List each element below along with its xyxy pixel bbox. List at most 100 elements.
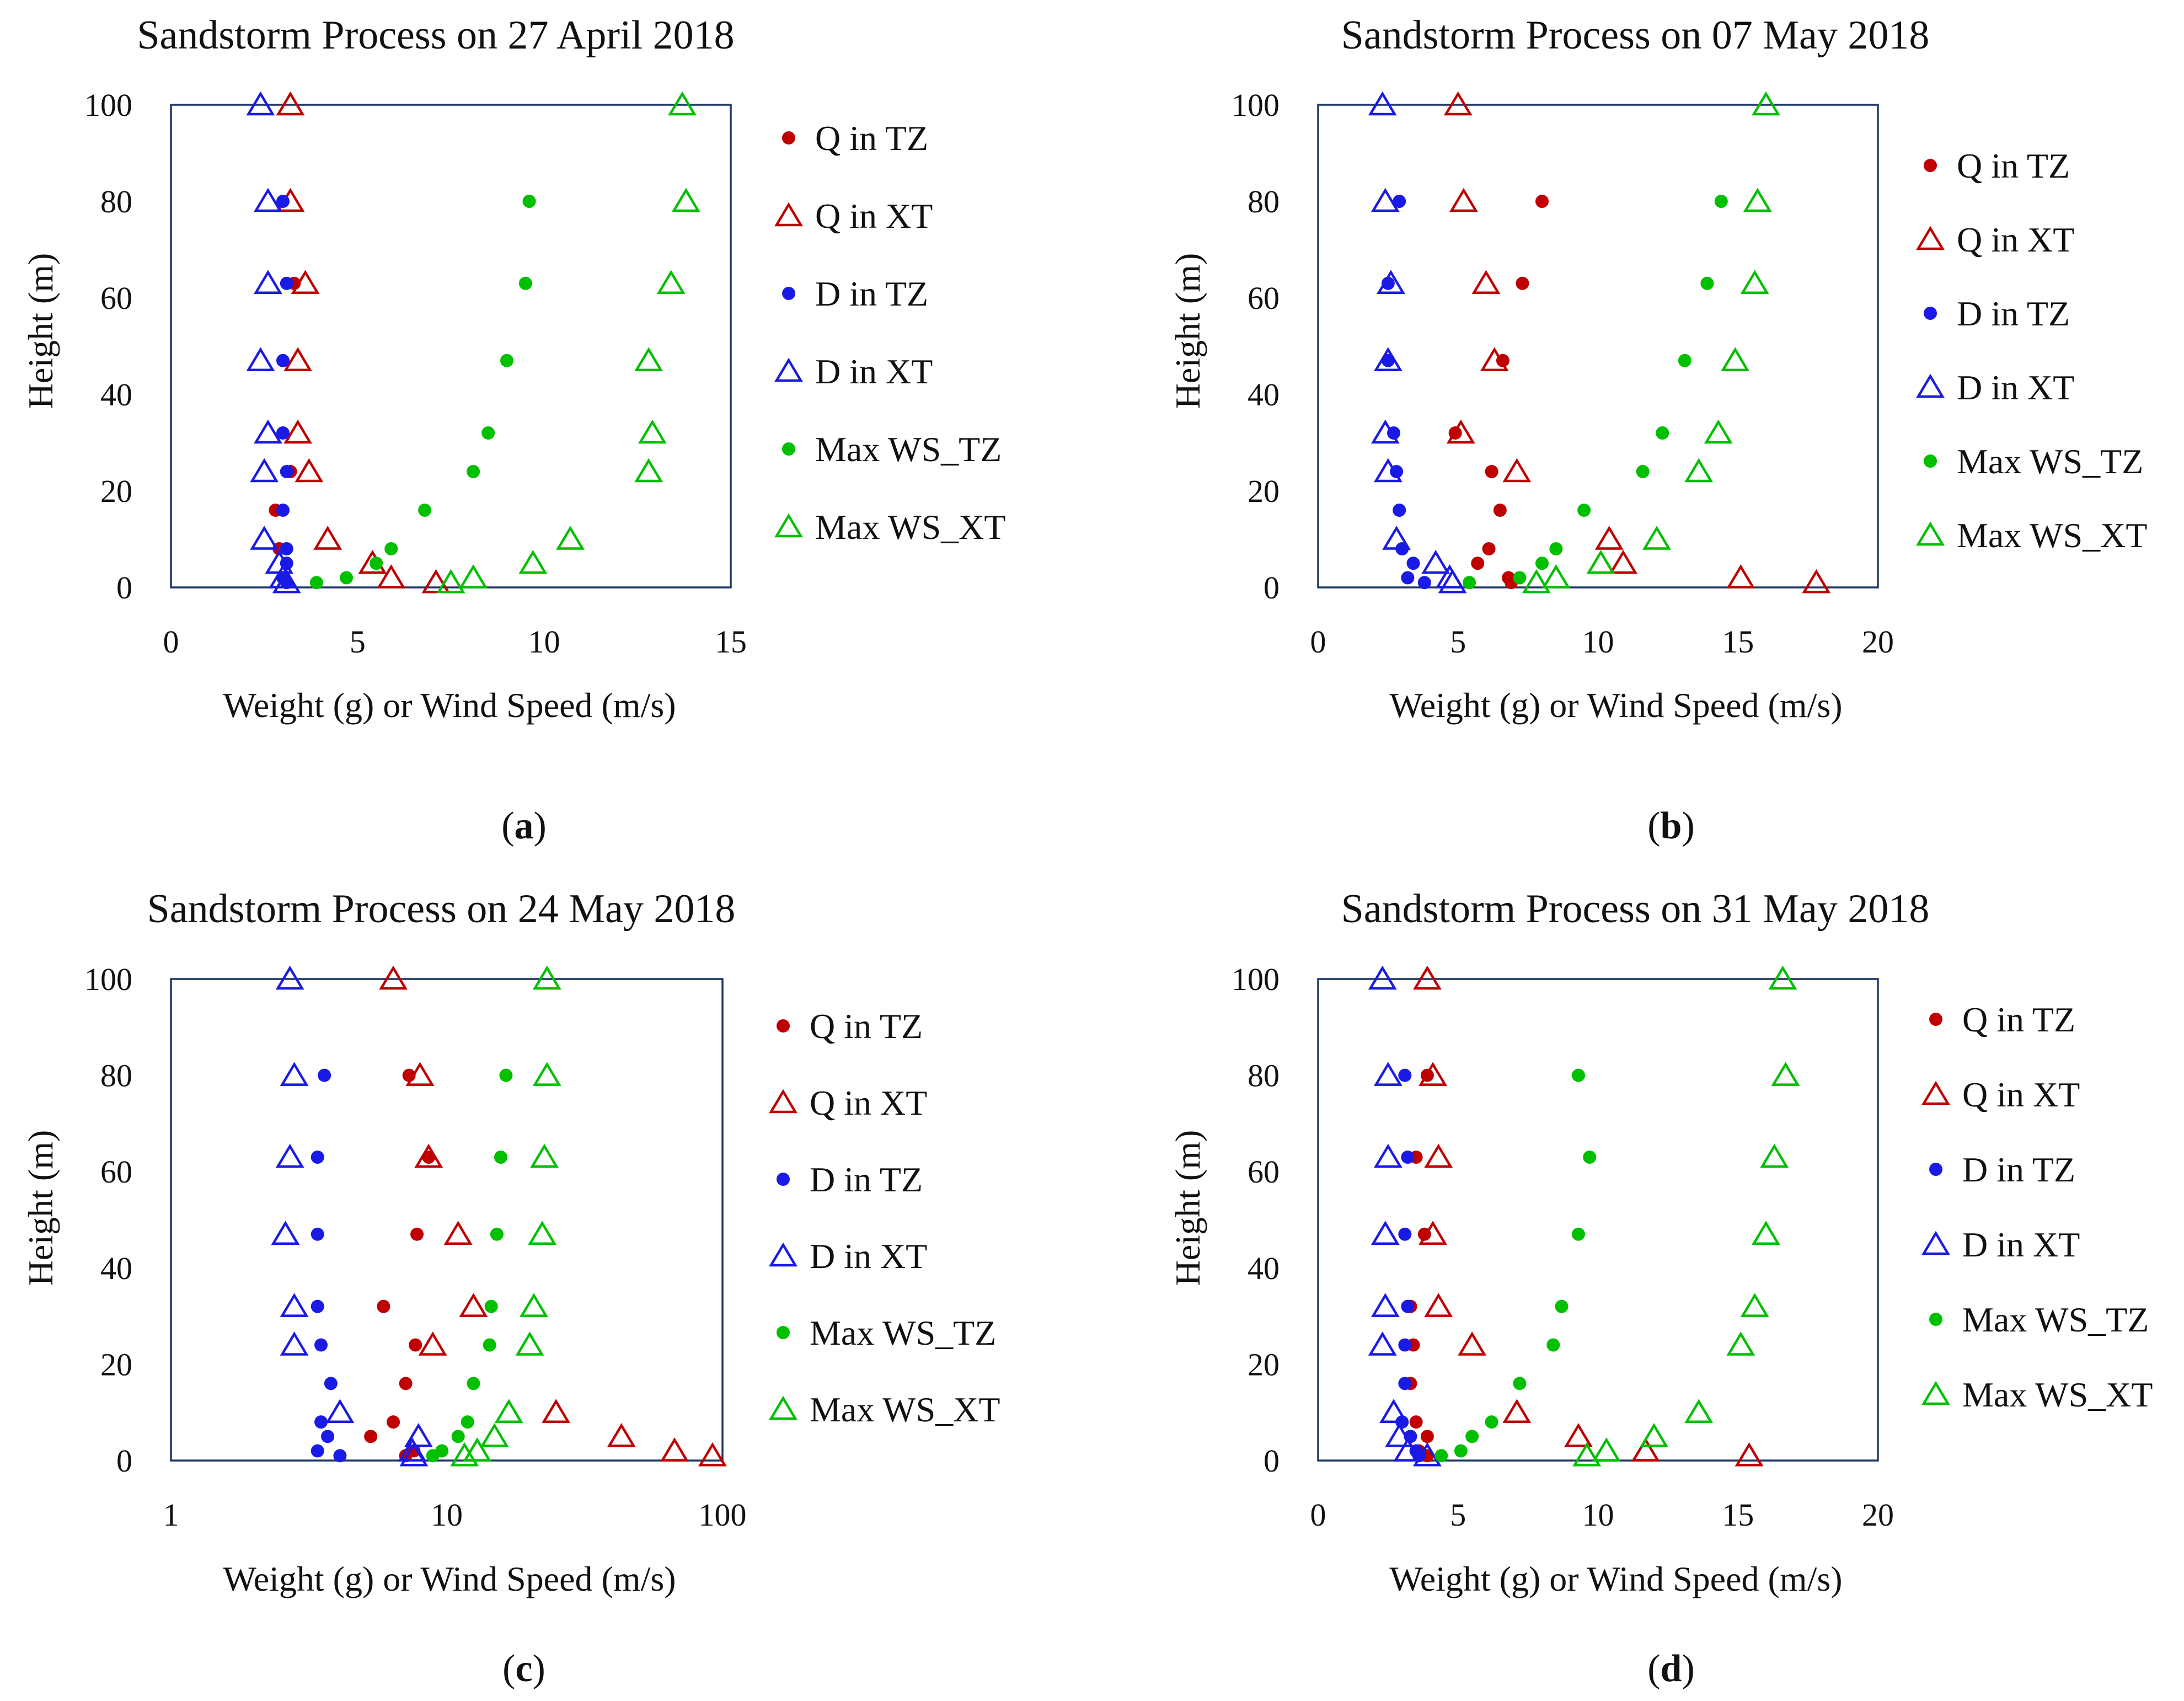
x-tick-label: 10: [1582, 624, 1614, 660]
legend-label: Max WS_TZ: [815, 430, 1002, 469]
data-point: [321, 1430, 335, 1443]
data-point: [399, 1442, 429, 1467]
legend-label: Max WS_XT: [1957, 516, 2147, 555]
x-tick-label: 20: [1862, 1497, 1894, 1533]
data-point: [311, 1444, 324, 1458]
data-point: [1571, 1227, 1585, 1241]
panel-label: (b): [1647, 805, 1695, 847]
y-tick-label: 100: [1232, 87, 1280, 123]
data-point: [418, 504, 432, 517]
legend: Q in TZ Q in XT D in TZ D in XT Max WS_TZ Max…: [1916, 146, 2147, 555]
data-point: [634, 458, 663, 483]
data-point: [276, 195, 290, 208]
data-point: [325, 1399, 355, 1423]
chart-title: Sandstorm Process on 07 May 2018: [1341, 13, 1930, 58]
legend-marker: [1921, 1080, 1950, 1105]
data-point: [1541, 564, 1571, 589]
legend-label: D in TZ: [815, 274, 928, 313]
y-tick-label: 20: [1248, 1346, 1280, 1382]
data-point: [253, 188, 282, 212]
data-point: [1398, 1068, 1412, 1082]
legend-label: D in TZ: [1957, 294, 2070, 333]
legend-marker: [774, 202, 803, 227]
data-point: [1577, 504, 1591, 517]
data-point: [1714, 195, 1728, 208]
legend-label: D in TZ: [810, 1160, 923, 1199]
legend-marker: [774, 513, 803, 538]
data-point: [1564, 1422, 1593, 1447]
data-point: [436, 569, 465, 593]
data-point: [1726, 1331, 1755, 1356]
data-point: [461, 1415, 474, 1429]
plot-frame: [170, 104, 732, 589]
legend-marker: [1924, 159, 1937, 172]
data-point: [1802, 569, 1831, 593]
data-point: [1373, 347, 1403, 371]
y-axis-title: Height (m): [1168, 1130, 1207, 1286]
data-point: [1493, 504, 1507, 517]
legend-label: Q in TZ: [1957, 146, 2070, 185]
data-point: [484, 1299, 498, 1313]
series-q-in-tz: [364, 1068, 436, 1463]
data-point: [1642, 526, 1672, 550]
data-point: [1398, 1338, 1412, 1352]
data-point: [414, 1143, 443, 1168]
data-point: [1485, 465, 1498, 478]
y-tick-label: 60: [100, 280, 132, 316]
y-tick-label: 20: [100, 1346, 132, 1382]
legend: Q in TZ Q in XT D in TZ D in XT Max WS_TZ Max…: [1921, 1000, 2153, 1414]
data-point: [377, 1299, 390, 1313]
y-tick-label: 100: [1232, 961, 1280, 997]
y-tick-label: 0: [116, 1443, 132, 1479]
data-point: [1424, 1293, 1453, 1317]
data-point: [384, 542, 398, 555]
legend-marker: [1924, 454, 1937, 468]
data-point: [370, 557, 383, 570]
data-point: [556, 526, 585, 550]
data-point: [1516, 276, 1529, 290]
data-point: [1522, 569, 1551, 593]
data-point: [250, 526, 279, 550]
panel-letter: a: [515, 805, 534, 847]
data-point: [309, 576, 323, 590]
data-point: [1768, 965, 1797, 990]
x-tick-label: 10: [528, 624, 560, 660]
data-point: [518, 549, 548, 574]
data-point: [1371, 419, 1400, 444]
data-point: [314, 1338, 328, 1352]
legend: Q in TZ Q in XT D in TZ D in XT Max WS_TZ Max…: [769, 1007, 1000, 1429]
data-point: [1412, 1442, 1442, 1467]
data-point: [1463, 576, 1476, 590]
data-point: [1368, 1331, 1397, 1356]
data-point: [324, 1377, 338, 1390]
data-point: [291, 270, 320, 294]
data-point: [518, 276, 532, 290]
y-tick-label: 60: [1248, 280, 1280, 316]
plot-frame: [1317, 104, 1879, 589]
y-axis-title: Height (m): [21, 1130, 60, 1286]
data-point: [364, 1430, 378, 1443]
y-tick-label: 60: [100, 1154, 132, 1190]
data-point: [1592, 1437, 1621, 1462]
legend-marker: [1921, 1381, 1950, 1405]
data-point: [1418, 1221, 1448, 1245]
data-point: [1535, 557, 1549, 570]
data-point: [276, 504, 290, 517]
x-axis-title: Weight (g) or Wind Speed (m/s): [223, 686, 676, 725]
legend-label: D in XT: [810, 1237, 927, 1276]
data-point: [404, 1422, 433, 1447]
panel-label: (a): [501, 805, 547, 847]
svg-text:(c): (c): [502, 1647, 545, 1690]
legend-label: D in XT: [1957, 368, 2074, 407]
x-tick-label: 10: [431, 1497, 463, 1533]
series-max-ws-xt: [1572, 965, 1800, 1467]
x-tick-label: 5: [350, 624, 366, 660]
series-d-in-xt: [1368, 91, 1467, 593]
data-point: [318, 1068, 331, 1082]
x-tick-label: 5: [1450, 1497, 1466, 1533]
data-point: [1549, 542, 1563, 555]
series-d-in-xt: [1368, 965, 1442, 1467]
x-tick-label: 1: [163, 1497, 179, 1533]
data-point: [1571, 1068, 1585, 1082]
data-point: [1535, 195, 1549, 208]
